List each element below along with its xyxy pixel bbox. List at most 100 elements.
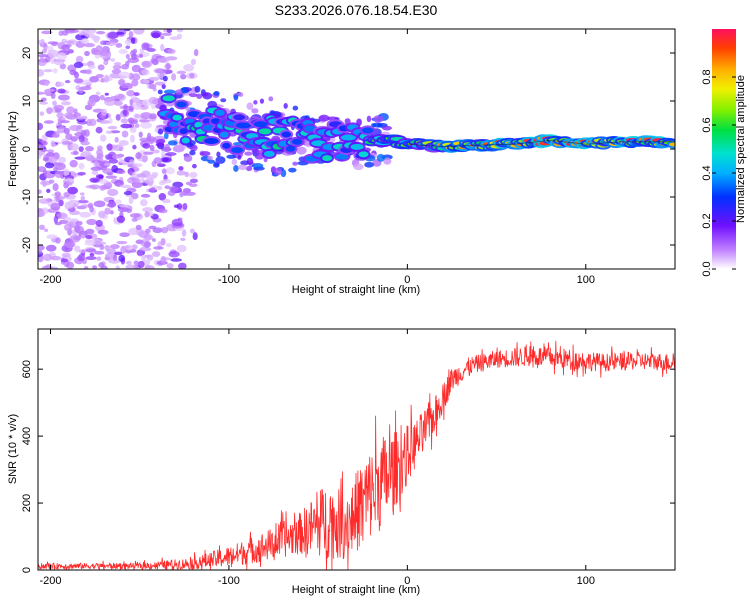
noise-blob bbox=[115, 199, 122, 205]
noise-blob bbox=[112, 64, 122, 70]
noise-blob bbox=[61, 44, 71, 51]
noise-blob bbox=[67, 186, 79, 195]
noise-blob bbox=[113, 62, 122, 66]
colorbar-tick-label: 0.8 bbox=[701, 69, 713, 84]
scatter-blob bbox=[216, 151, 221, 158]
noise-blob bbox=[95, 74, 104, 79]
ridge-core bbox=[322, 155, 332, 162]
scatter-blob bbox=[157, 128, 164, 135]
noise-blob bbox=[136, 249, 144, 257]
noise-blob bbox=[124, 39, 133, 46]
noise-blob bbox=[183, 64, 195, 72]
scatter-blob bbox=[246, 102, 254, 110]
noise-blob bbox=[100, 40, 107, 46]
noise-blob bbox=[53, 104, 65, 111]
scatter-blob bbox=[213, 162, 220, 168]
noise-blob bbox=[63, 240, 76, 248]
noise-blob bbox=[123, 190, 133, 196]
noise-blob bbox=[114, 136, 119, 143]
noise-blob bbox=[42, 157, 49, 162]
snr-series-line bbox=[38, 340, 675, 570]
noise-blob bbox=[47, 49, 59, 58]
noise-blob bbox=[165, 152, 177, 156]
noise-blob bbox=[85, 235, 93, 240]
noise-blob bbox=[89, 76, 99, 83]
noise-blob bbox=[157, 57, 170, 64]
noise-blob bbox=[86, 118, 93, 127]
noise-blob bbox=[38, 244, 45, 251]
snr-ytick-label: 400 bbox=[21, 427, 33, 445]
scatter-blob bbox=[273, 167, 283, 176]
snr-xtick-label: -100 bbox=[218, 575, 240, 587]
noise-blob bbox=[141, 155, 148, 163]
noise-blob bbox=[78, 146, 84, 153]
ridge-core bbox=[215, 109, 225, 116]
noise-blob bbox=[80, 38, 90, 45]
noise-blob bbox=[60, 258, 68, 263]
noise-blob bbox=[140, 121, 152, 129]
noise-blob bbox=[111, 154, 122, 159]
noise-blob bbox=[118, 48, 128, 54]
noise-blob bbox=[97, 229, 109, 235]
noise-blob bbox=[139, 48, 145, 54]
noise-blob bbox=[131, 53, 137, 61]
scatter-blob bbox=[251, 108, 259, 114]
noise-blob bbox=[88, 184, 101, 190]
noise-blob bbox=[46, 234, 58, 240]
noise-blob bbox=[94, 241, 107, 246]
noise-blob bbox=[126, 208, 133, 214]
scatter-blob bbox=[202, 92, 209, 97]
noise-blob bbox=[38, 54, 49, 58]
scatter-blob bbox=[238, 92, 244, 97]
noise-blob bbox=[120, 118, 129, 124]
noise-blob bbox=[79, 211, 92, 218]
noise-blob bbox=[70, 29, 80, 33]
noise-blob bbox=[185, 181, 193, 186]
noise-blob bbox=[54, 170, 64, 179]
noise-blob bbox=[168, 250, 180, 258]
noise-blob bbox=[176, 170, 186, 176]
noise-blob bbox=[160, 35, 165, 40]
noise-blob bbox=[116, 169, 126, 174]
noise-blob bbox=[103, 61, 108, 65]
noise-blob bbox=[103, 74, 110, 83]
noise-blob bbox=[173, 204, 180, 208]
noise-blob bbox=[167, 190, 176, 197]
colorbar-tick-label: 0.6 bbox=[701, 117, 713, 132]
noise-blob bbox=[158, 180, 166, 186]
noise-blob bbox=[115, 114, 121, 121]
noise-blob bbox=[114, 251, 123, 256]
noise-blob bbox=[83, 129, 90, 137]
noise-blob bbox=[135, 152, 142, 160]
noise-blob bbox=[85, 228, 95, 235]
noise-blob bbox=[38, 122, 44, 131]
noise-blob bbox=[154, 68, 167, 74]
scatter-blob bbox=[259, 98, 265, 104]
noise-blob bbox=[108, 258, 121, 264]
noise-blob bbox=[92, 265, 98, 269]
noise-blob bbox=[158, 192, 167, 201]
scatter-blob bbox=[366, 115, 372, 123]
noise-blob bbox=[150, 58, 156, 64]
noise-blob bbox=[85, 33, 96, 39]
noise-blob bbox=[115, 42, 123, 48]
scatter-blob bbox=[220, 98, 227, 103]
noise-blob bbox=[56, 81, 65, 87]
ridge-core bbox=[304, 125, 316, 132]
noise-blob bbox=[52, 68, 58, 74]
ridge-core bbox=[235, 122, 252, 129]
noise-blob bbox=[53, 130, 60, 138]
noise-blob bbox=[44, 228, 49, 233]
noise-blob bbox=[142, 207, 153, 213]
noise-blob bbox=[189, 228, 195, 234]
noise-blob bbox=[119, 184, 132, 189]
noise-blob bbox=[144, 241, 151, 248]
noise-blob bbox=[182, 190, 188, 197]
noise-blob bbox=[107, 188, 119, 197]
ridge-core bbox=[253, 121, 268, 128]
noise-blob bbox=[58, 94, 70, 101]
snr-ytick-label: 600 bbox=[21, 360, 33, 378]
ridge-core bbox=[222, 142, 231, 149]
noise-blob bbox=[156, 163, 166, 167]
